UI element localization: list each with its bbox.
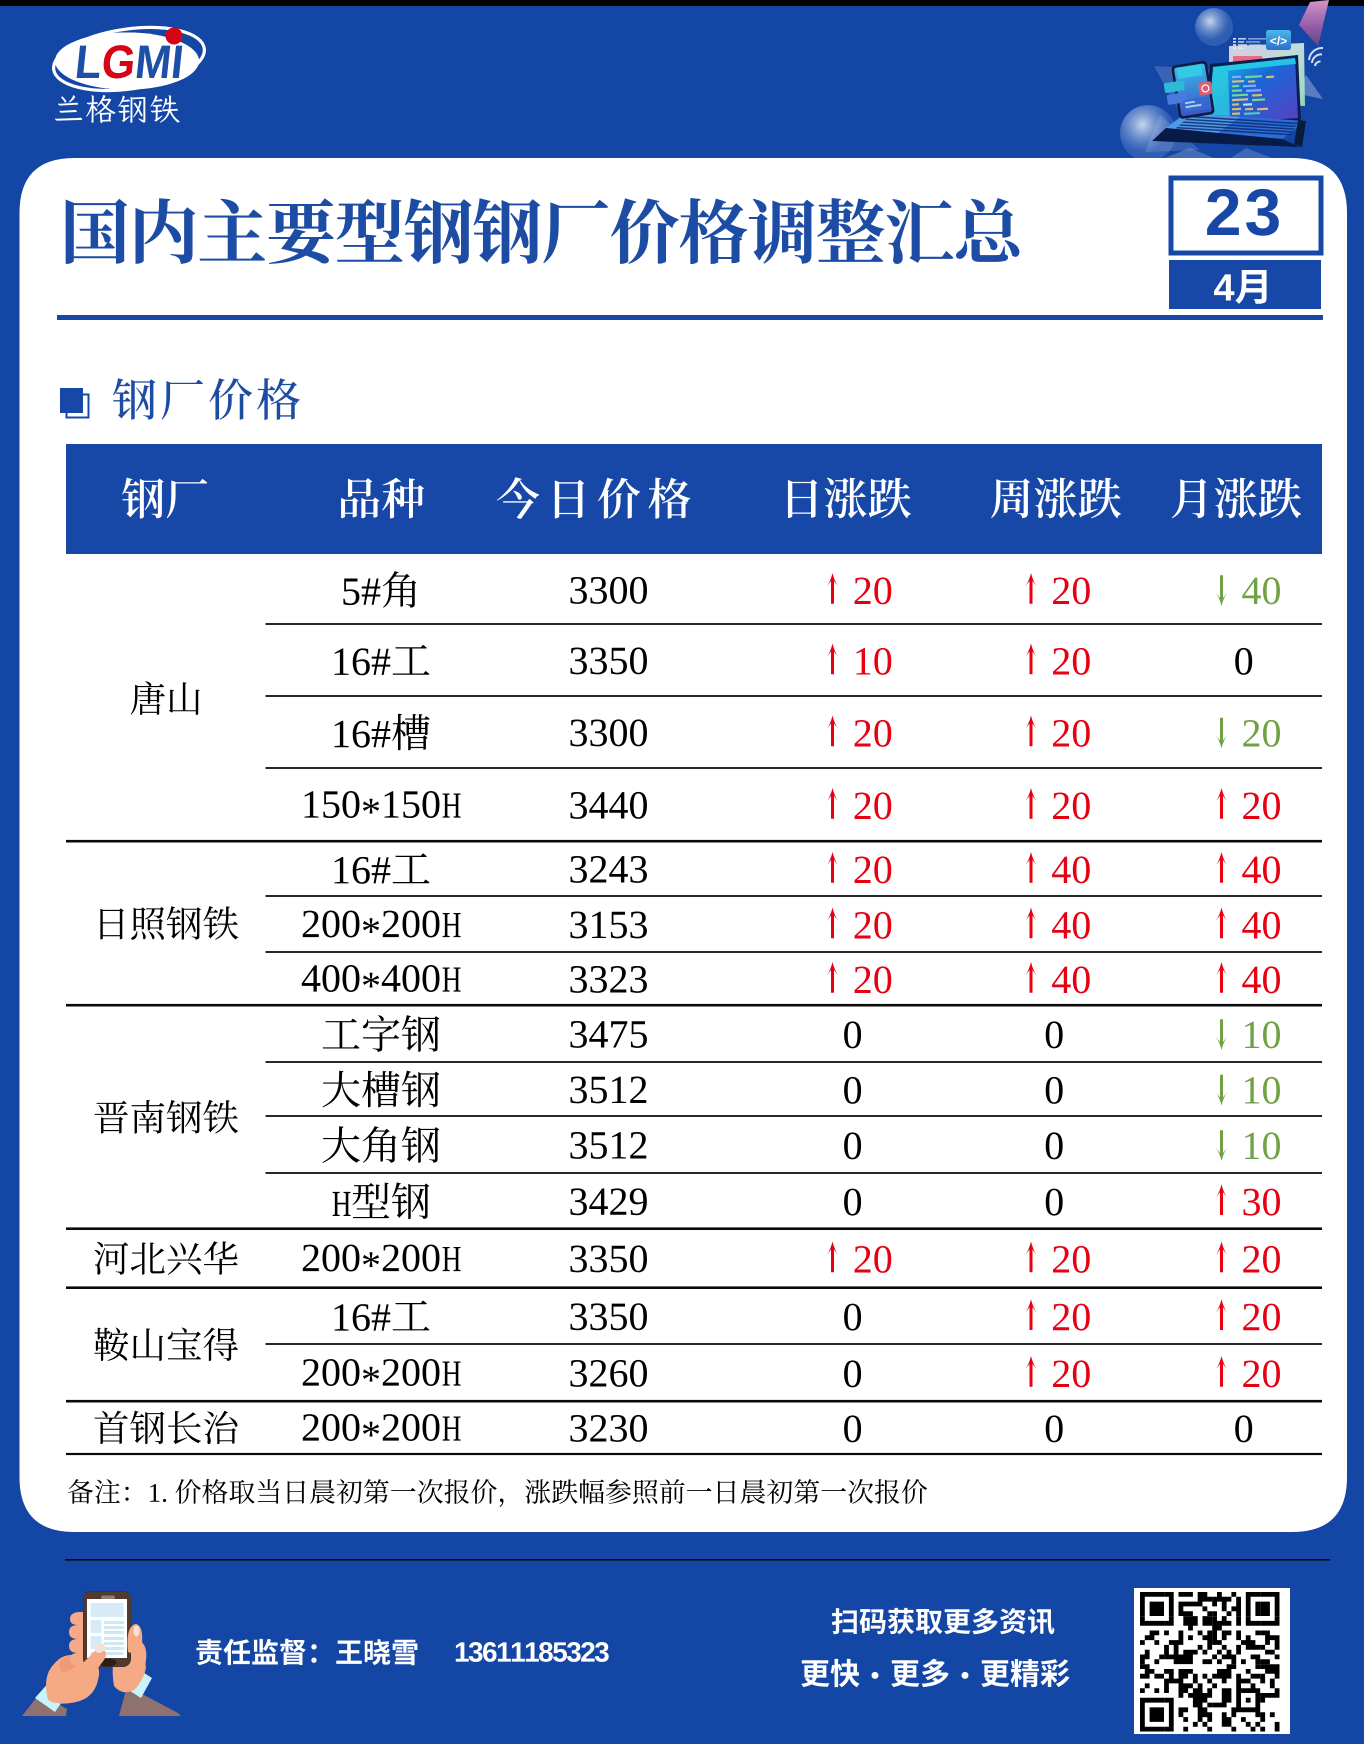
svg-text:LGMI: LGMI (73, 35, 187, 88)
svg-text:</>: </> (1270, 34, 1287, 48)
